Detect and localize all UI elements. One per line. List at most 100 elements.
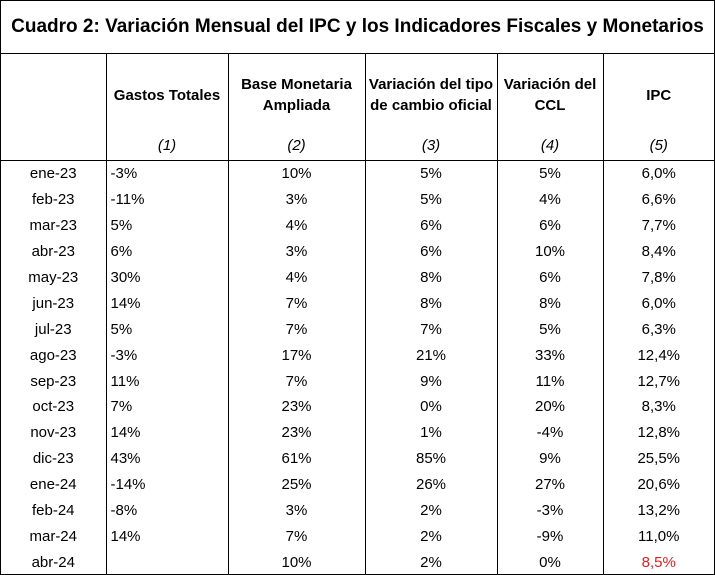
cell-base-monetaria: 4% [227,264,365,291]
cell-ccl: -3% [496,497,603,524]
table-row: ago-23 -3% 17% 21% 33% 12,4% [1,342,714,369]
cell-ipc: 13,2% [602,497,714,524]
cell-tipo-cambio: 21% [364,342,497,369]
cell-tipo-cambio: 8% [364,264,497,291]
cell-ipc: 25,5% [602,445,714,472]
cell-gastos-totales: 6% [105,238,228,265]
table-row: nov-23 14% 23% 1% -4% 12,8% [1,419,714,446]
table-row: abr-24 10% 2% 0% 8,5% [1,549,714,575]
cell-tipo-cambio: 1% [364,419,497,446]
subheader-1: (1) [105,136,228,161]
cell-gastos-totales [105,549,228,575]
cell-ccl: 6% [496,212,603,239]
cell-month: feb-23 [31,191,75,209]
cell-ipc: 6,3% [602,316,714,343]
cell-ipc: 12,8% [602,419,714,446]
cell-tipo-cambio: 9% [364,368,497,395]
table-row: abr-23 6% 3% 6% 10% 8,4% [1,238,714,265]
cell-ccl: 9% [496,445,603,472]
cell-ccl: 11% [496,368,603,395]
cell-ipc: 6,6% [602,186,714,213]
cell-tipo-cambio: 7% [364,316,497,343]
cell-ccl: 6% [496,264,603,291]
header-tipo-cambio: Variación del tipo de cambio oficial [364,54,497,136]
cell-gastos-totales: 14% [105,290,228,317]
subheader-4: (4) [496,136,603,161]
cell-base-monetaria: 3% [227,186,365,213]
cell-month: sep-23 [30,372,77,390]
cell-base-monetaria: 61% [227,445,365,472]
cell-month: ene-24 [29,476,77,494]
cell-ipc: 12,7% [602,368,714,395]
cell-ipc: 11,0% [602,523,714,550]
cell-month: jun-23 [32,294,75,312]
table-row: feb-24 -8% 3% 2% -3% 13,2% [1,497,714,524]
cell-ccl: 5% [496,316,603,343]
cell-ipc: 20,6% [602,471,714,498]
cell-tipo-cambio: 6% [364,238,497,265]
table-row: ene-24 -14% 25% 26% 27% 20,6% [1,471,714,498]
cell-base-monetaria: 3% [227,497,365,524]
cell-tipo-cambio: 85% [364,445,497,472]
cell-gastos-totales: 30% [105,264,228,291]
cell-base-monetaria: 7% [227,316,365,343]
cell-ipc: 6,0% [602,290,714,317]
cell-base-monetaria: 17% [227,342,365,369]
header-ipc: IPC [602,54,714,136]
cell-tipo-cambio: 2% [364,549,497,575]
cell-base-monetaria: 10% [227,160,365,187]
cell-ccl: 10% [496,238,603,265]
cell-month: jul-23 [34,320,72,338]
header-ccl: Variación del CCL [496,54,603,136]
cell-ccl: 8% [496,290,603,317]
subheader-3: (3) [364,136,497,161]
cell-base-monetaria: 23% [227,394,365,420]
cell-tipo-cambio: 8% [364,290,497,317]
cell-month: mar-23 [29,217,77,235]
cell-ccl: 5% [496,160,603,187]
cell-base-monetaria: 7% [227,290,365,317]
cell-gastos-totales: 14% [105,523,228,550]
cell-month: dic-23 [32,450,74,468]
cell-gastos-totales: -14% [105,471,228,498]
cell-gastos-totales: 5% [105,316,228,343]
cell-ccl: -9% [496,523,603,550]
subheader-month [1,136,106,161]
cell-tipo-cambio: 2% [364,497,497,524]
header-month [1,54,106,136]
cell-tipo-cambio: 0% [364,394,497,420]
subheader-5: (5) [602,136,714,161]
cell-base-monetaria: 25% [227,471,365,498]
cell-tipo-cambio: 5% [364,160,497,187]
cell-gastos-totales: 43% [105,445,228,472]
table-row: feb-23 -11% 3% 5% 4% 6,6% [1,186,714,213]
table-row: may-23 30% 4% 8% 6% 7,8% [1,264,714,291]
table-row: mar-23 5% 4% 6% 6% 7,7% [1,212,714,239]
cell-base-monetaria: 7% [227,523,365,550]
cell-ipc: 7,7% [602,212,714,239]
subheader-row: (1) (2) (3) (4) (5) [1,136,714,161]
cell-ipc: 7,8% [602,264,714,291]
cell-ipc: 8,4% [602,238,714,265]
subheader-2: (2) [227,136,365,161]
header-base-monetaria: Base Monetaria Ampliada [227,54,365,136]
table-row: dic-23 43% 61% 85% 9% 25,5% [1,445,714,472]
cell-gastos-totales: -3% [105,342,228,369]
cell-ccl: 20% [496,394,603,420]
cell-month: may-23 [28,269,79,286]
table-row: sep-23 11% 7% 9% 11% 12,7% [1,368,714,395]
cell-month: ene-23 [29,165,77,183]
table-row: mar-24 14% 7% 2% -9% 11,0% [1,523,714,550]
cell-gastos-totales: 14% [105,419,228,446]
data-table: Gastos Totales Base Monetaria Ampliada V… [1,54,714,575]
cell-ccl: 4% [496,186,603,213]
cell-tipo-cambio: 6% [364,212,497,239]
cell-ccl: -4% [496,419,603,446]
cell-month: oct-23 [32,398,75,416]
cell-gastos-totales: 11% [105,368,228,395]
cell-month: mar-24 [29,527,77,545]
cell-base-monetaria: 4% [227,212,365,239]
table-row: ene-23 -3% 10% 5% 5% 6,0% [1,160,714,187]
table-body: ene-23 -3% 10% 5% 5% 6,0% feb-23 -11% 3% 5% 4% 6,6%… [1,160,714,575]
